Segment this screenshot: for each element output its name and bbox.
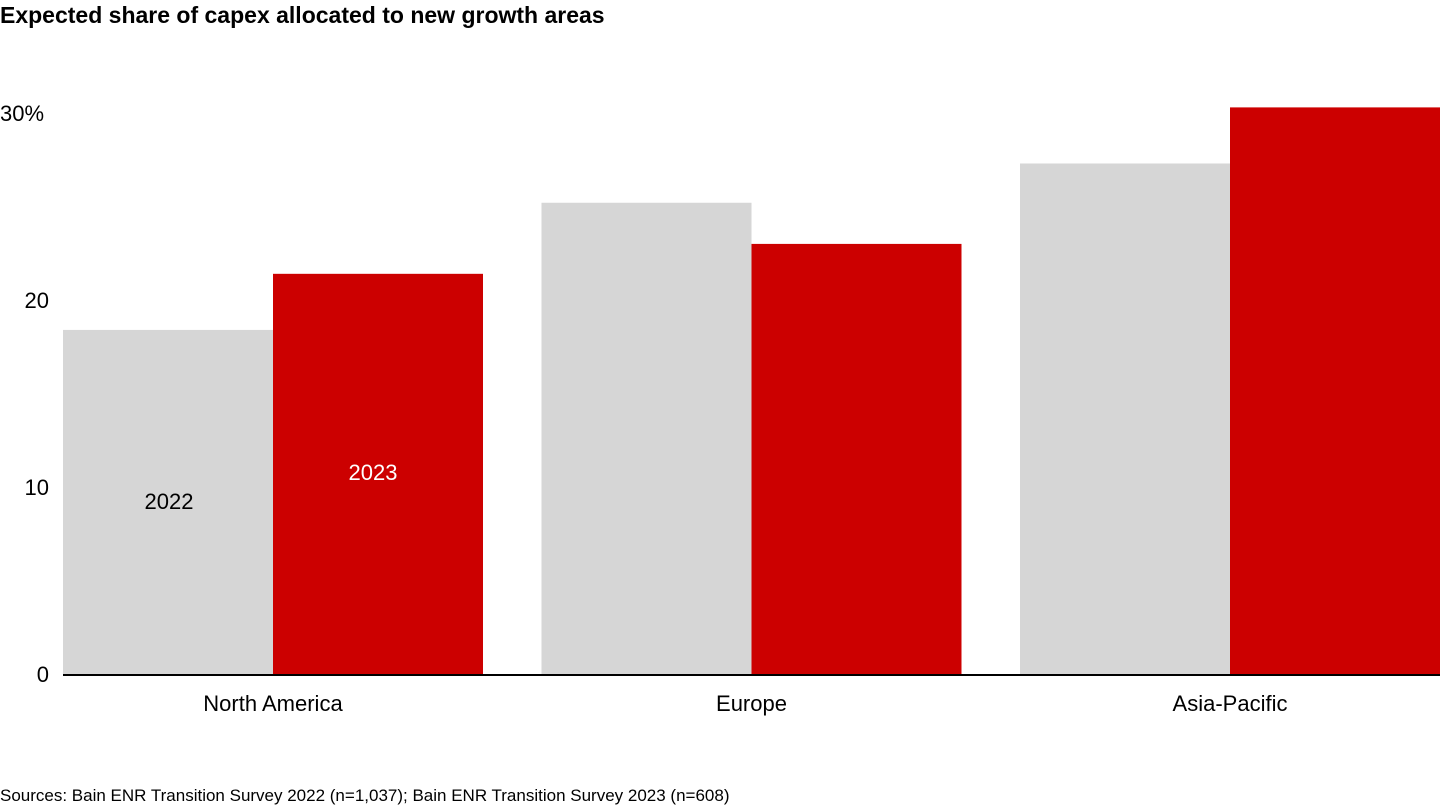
x-tick-label: North America	[203, 691, 343, 716]
x-tick-label: Europe	[716, 691, 787, 716]
chart-title: Expected share of capex allocated to new…	[0, 2, 605, 28]
bar-asia-pacific-2023	[1230, 107, 1440, 674]
bar-asia-pacific-2022	[1020, 163, 1230, 675]
bar-europe-2023	[751, 243, 962, 674]
series-label-2023: 2023	[349, 460, 398, 485]
bar-north-america-2023	[273, 273, 483, 674]
y-tick-label: 20	[25, 288, 49, 313]
bar-europe-2022	[541, 202, 752, 674]
source-note: Sources: Bain ENR Transition Survey 2022…	[0, 786, 730, 805]
series-label-2022: 2022	[145, 489, 194, 514]
bar-north-america-2022	[63, 329, 273, 674]
bar-chart: North America Europe Asia-Pacific 2022 2023 0…	[0, 101, 1440, 716]
y-tick-label: 30%	[0, 101, 44, 126]
y-tick-label: 0	[37, 662, 49, 687]
y-tick-label: 10	[25, 475, 49, 500]
x-tick-label: Asia-Pacific	[1173, 691, 1288, 716]
